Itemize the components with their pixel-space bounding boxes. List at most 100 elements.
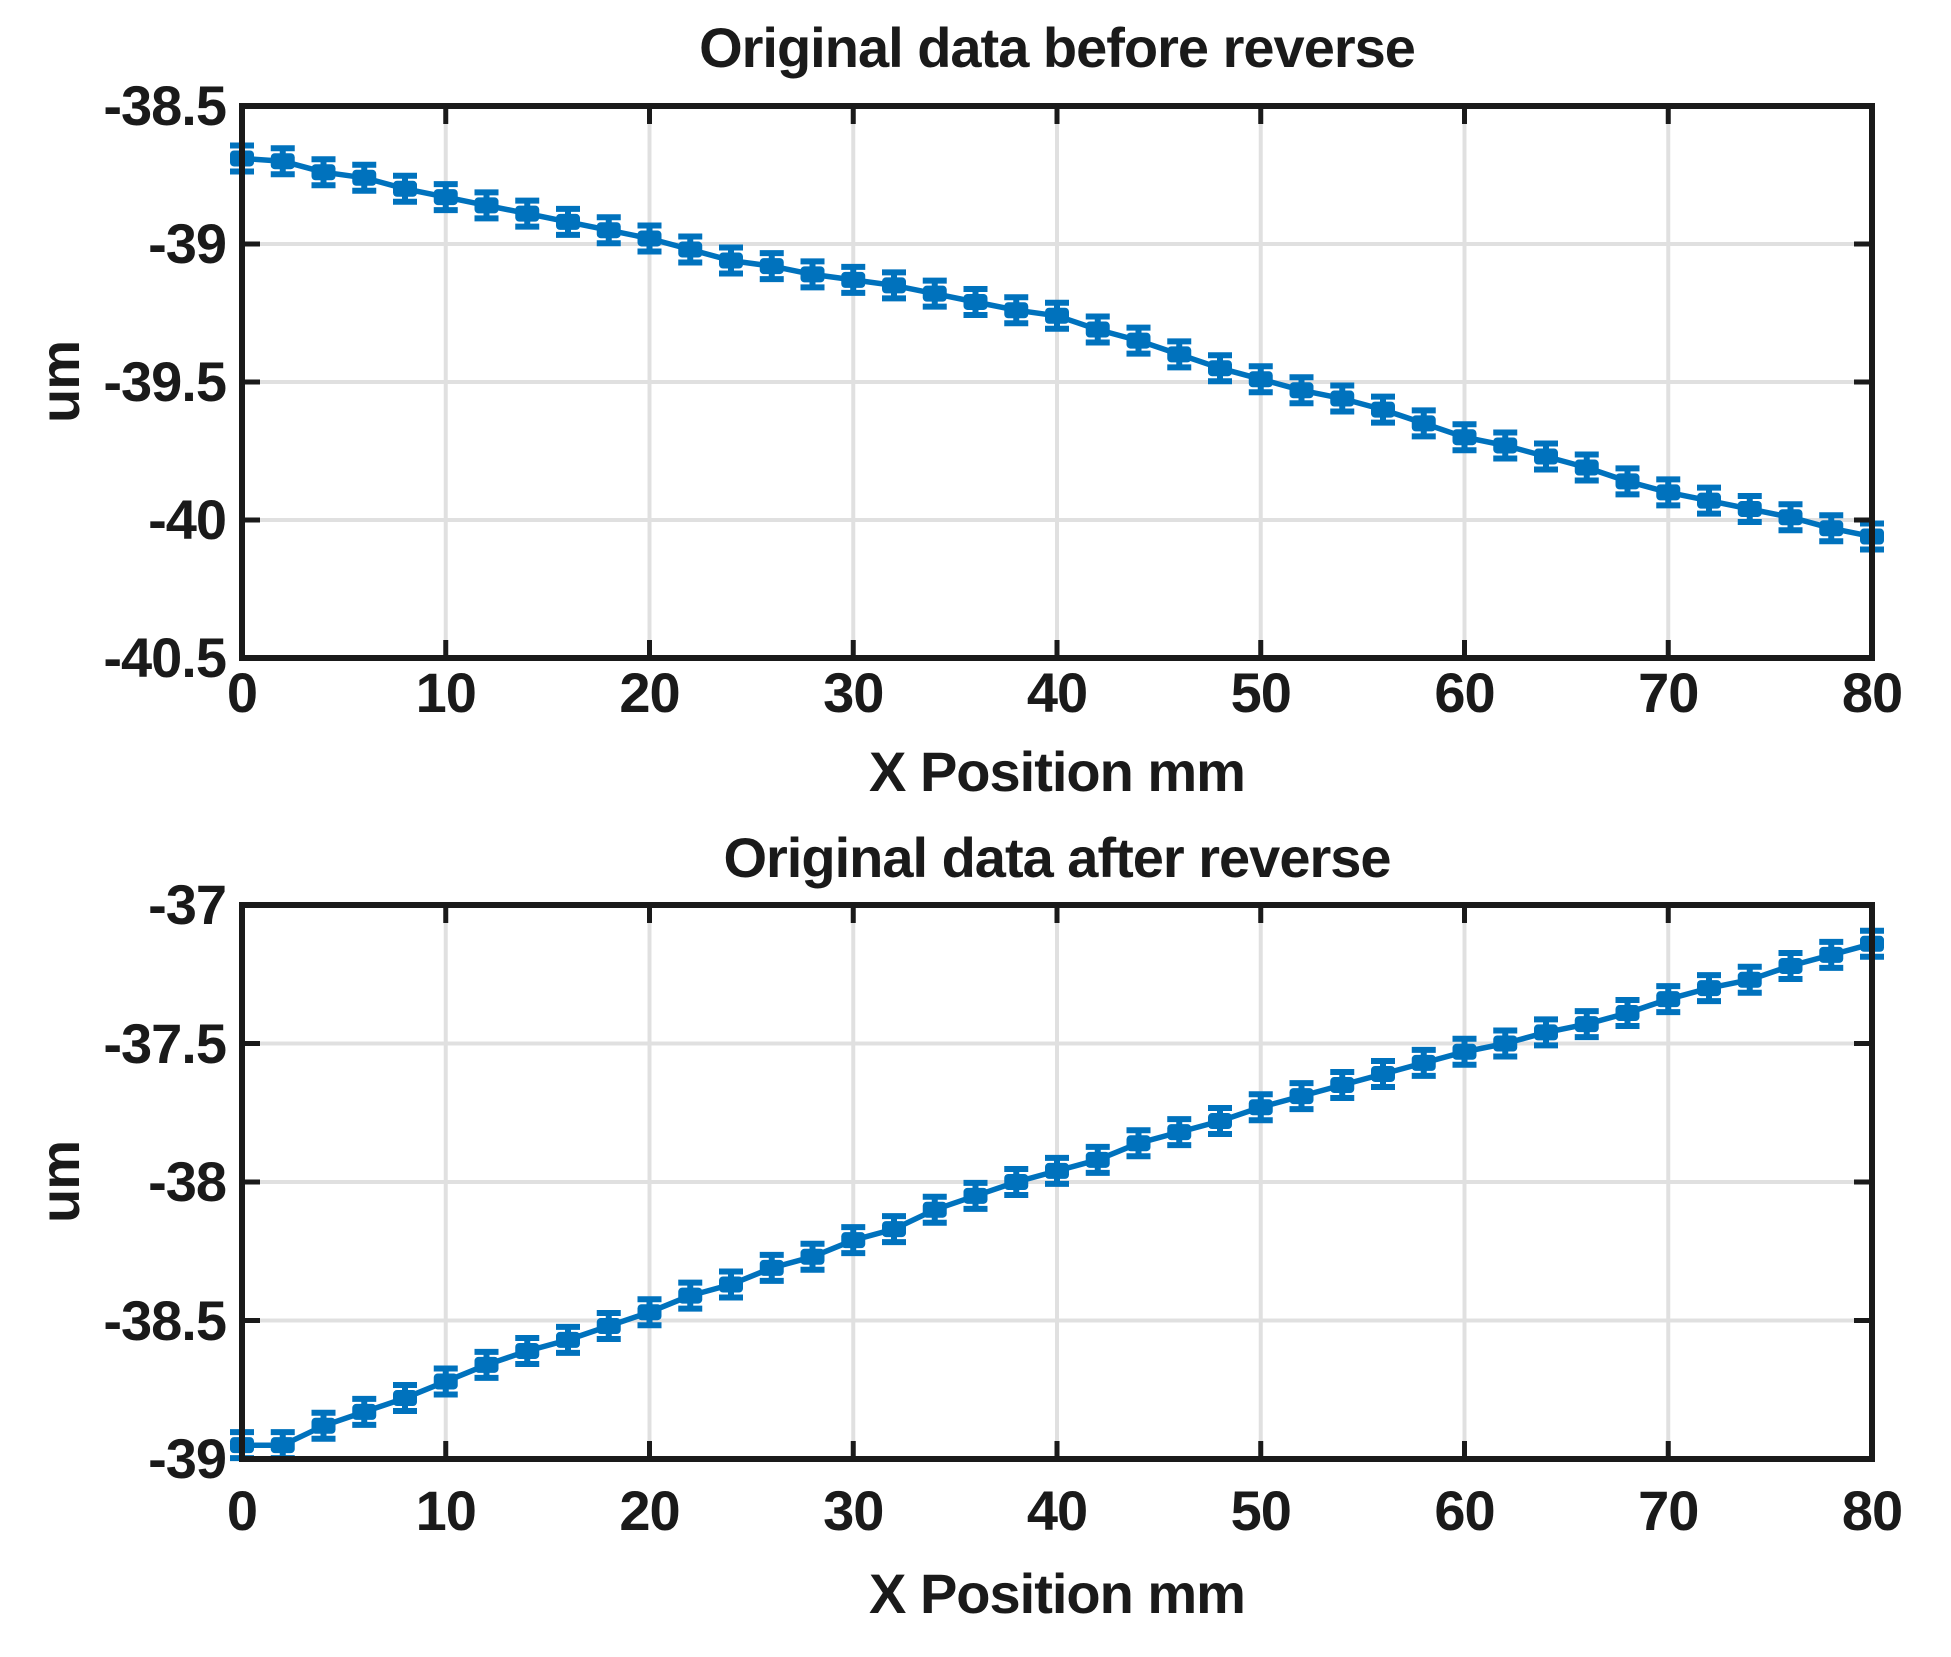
data-point-marker	[1126, 324, 1151, 357]
data-point-marker	[1615, 465, 1640, 498]
data-point-marker	[311, 156, 336, 189]
data-point-marker	[1411, 407, 1436, 440]
data-point-marker	[1248, 363, 1273, 396]
data-point-marker	[1452, 1035, 1477, 1068]
x-tick-label: 10	[415, 1479, 477, 1542]
data-point-marker	[1045, 1154, 1069, 1187]
x-tick-label: 30	[823, 661, 884, 724]
data-point-marker	[556, 1323, 580, 1356]
data-point-marker	[759, 250, 784, 283]
data-point-marker	[1371, 1057, 1395, 1090]
data-point-marker	[270, 1429, 295, 1462]
data-point-marker	[800, 258, 825, 291]
plot-area	[230, 902, 1884, 1462]
data-point-marker	[393, 1382, 417, 1415]
data-point-marker	[1534, 1016, 1558, 1049]
data-point-marker	[963, 285, 988, 318]
data-point-marker	[433, 1365, 458, 1398]
data-point-marker	[1615, 997, 1640, 1030]
data-point-marker	[800, 1240, 825, 1273]
data-point-marker	[474, 1348, 499, 1381]
x-tick-label: 80	[1841, 1479, 1903, 1542]
data-point-marker	[474, 189, 499, 222]
data-point-marker	[1208, 1105, 1232, 1138]
data-point-marker	[963, 1179, 988, 1212]
y-tick-label: -37	[148, 873, 227, 936]
data-point-marker	[1371, 393, 1395, 426]
data-point-marker	[719, 244, 743, 277]
y-tick-label: -37.5	[103, 1011, 227, 1075]
x-tick-label: 40	[1026, 1479, 1088, 1542]
x-tick-label: 60	[1434, 661, 1495, 724]
x-tick-label: 80	[1841, 661, 1903, 724]
x-tick-label: 30	[823, 1479, 884, 1542]
chart-title: Original data after reverse	[723, 826, 1391, 889]
data-point-marker	[515, 197, 540, 230]
x-axis-label: X Position mm	[869, 740, 1246, 803]
data-point-marker	[1493, 1027, 1518, 1060]
data-point-marker	[637, 1296, 662, 1329]
y-tick-label: -40	[148, 488, 227, 551]
data-point-marker	[352, 1395, 377, 1428]
data-point-marker	[1330, 1069, 1355, 1102]
data-point-marker	[1819, 512, 1844, 545]
chart-title: Original data before reverse	[699, 16, 1416, 79]
x-tick-label: 70	[1638, 1479, 1699, 1542]
axes-box	[239, 902, 1875, 1462]
data-point-marker	[841, 1224, 866, 1257]
data-point-marker	[1656, 983, 1681, 1016]
x-tick-label: 0	[226, 1479, 258, 1542]
data-point-marker	[841, 263, 866, 296]
data-point-marker	[719, 1268, 743, 1301]
data-point-marker	[882, 1213, 906, 1246]
x-tick-label: 10	[415, 661, 477, 724]
data-point-marker	[678, 233, 703, 266]
x-axis-label: X Position mm	[869, 1562, 1246, 1625]
data-point-marker	[1819, 938, 1844, 971]
data-point-marker	[1208, 352, 1232, 385]
data-point-marker	[1167, 1116, 1192, 1149]
data-point-marker	[1126, 1127, 1151, 1160]
data-point-marker	[882, 269, 906, 302]
data-point-marker	[1085, 313, 1110, 346]
data-point-marker	[352, 161, 377, 194]
data-point-marker	[393, 172, 417, 205]
data-point-marker	[1656, 476, 1681, 509]
data-point-marker	[922, 277, 947, 310]
data-point-marker	[637, 222, 662, 255]
data-point-marker	[1778, 949, 1803, 982]
data-point-marker	[1697, 484, 1721, 517]
x-tick-label: 60	[1434, 1479, 1495, 1542]
data-point-marker	[1452, 421, 1477, 454]
data-point-marker	[759, 1251, 784, 1284]
data-point-marker	[1248, 1091, 1273, 1124]
data-point-marker	[433, 181, 458, 214]
data-point-marker	[678, 1279, 703, 1312]
y-tick-label: -39	[148, 1427, 227, 1490]
y-tick-label: -40.5	[103, 626, 227, 689]
data-point-marker	[1778, 501, 1803, 534]
x-tick-label: 0	[226, 661, 258, 724]
data-point-marker	[1737, 492, 1762, 525]
data-point-marker	[1085, 1143, 1110, 1176]
data-point-marker	[1045, 299, 1069, 332]
y-tick-label: -38.5	[103, 74, 227, 137]
data-point-marker	[1167, 338, 1192, 371]
data-point-marker	[922, 1193, 947, 1226]
x-tick-label: 40	[1026, 661, 1088, 724]
y-tick-label: -38	[148, 1150, 227, 1213]
x-tick-label: 70	[1638, 661, 1699, 724]
data-point-marker	[515, 1334, 540, 1367]
data-point-marker	[1330, 382, 1355, 415]
data-point-marker	[556, 205, 580, 238]
plot-area	[230, 103, 1884, 661]
data-point-marker	[1289, 1080, 1314, 1113]
data-point-marker	[1574, 1008, 1599, 1041]
data-point-marker	[1737, 963, 1762, 996]
x-tick-label: 50	[1230, 661, 1292, 724]
y-tick-label: -39.5	[103, 350, 227, 413]
axes-box	[239, 103, 1875, 661]
data-point-marker	[270, 145, 295, 178]
y-tick-label: -38.5	[103, 1288, 227, 1352]
